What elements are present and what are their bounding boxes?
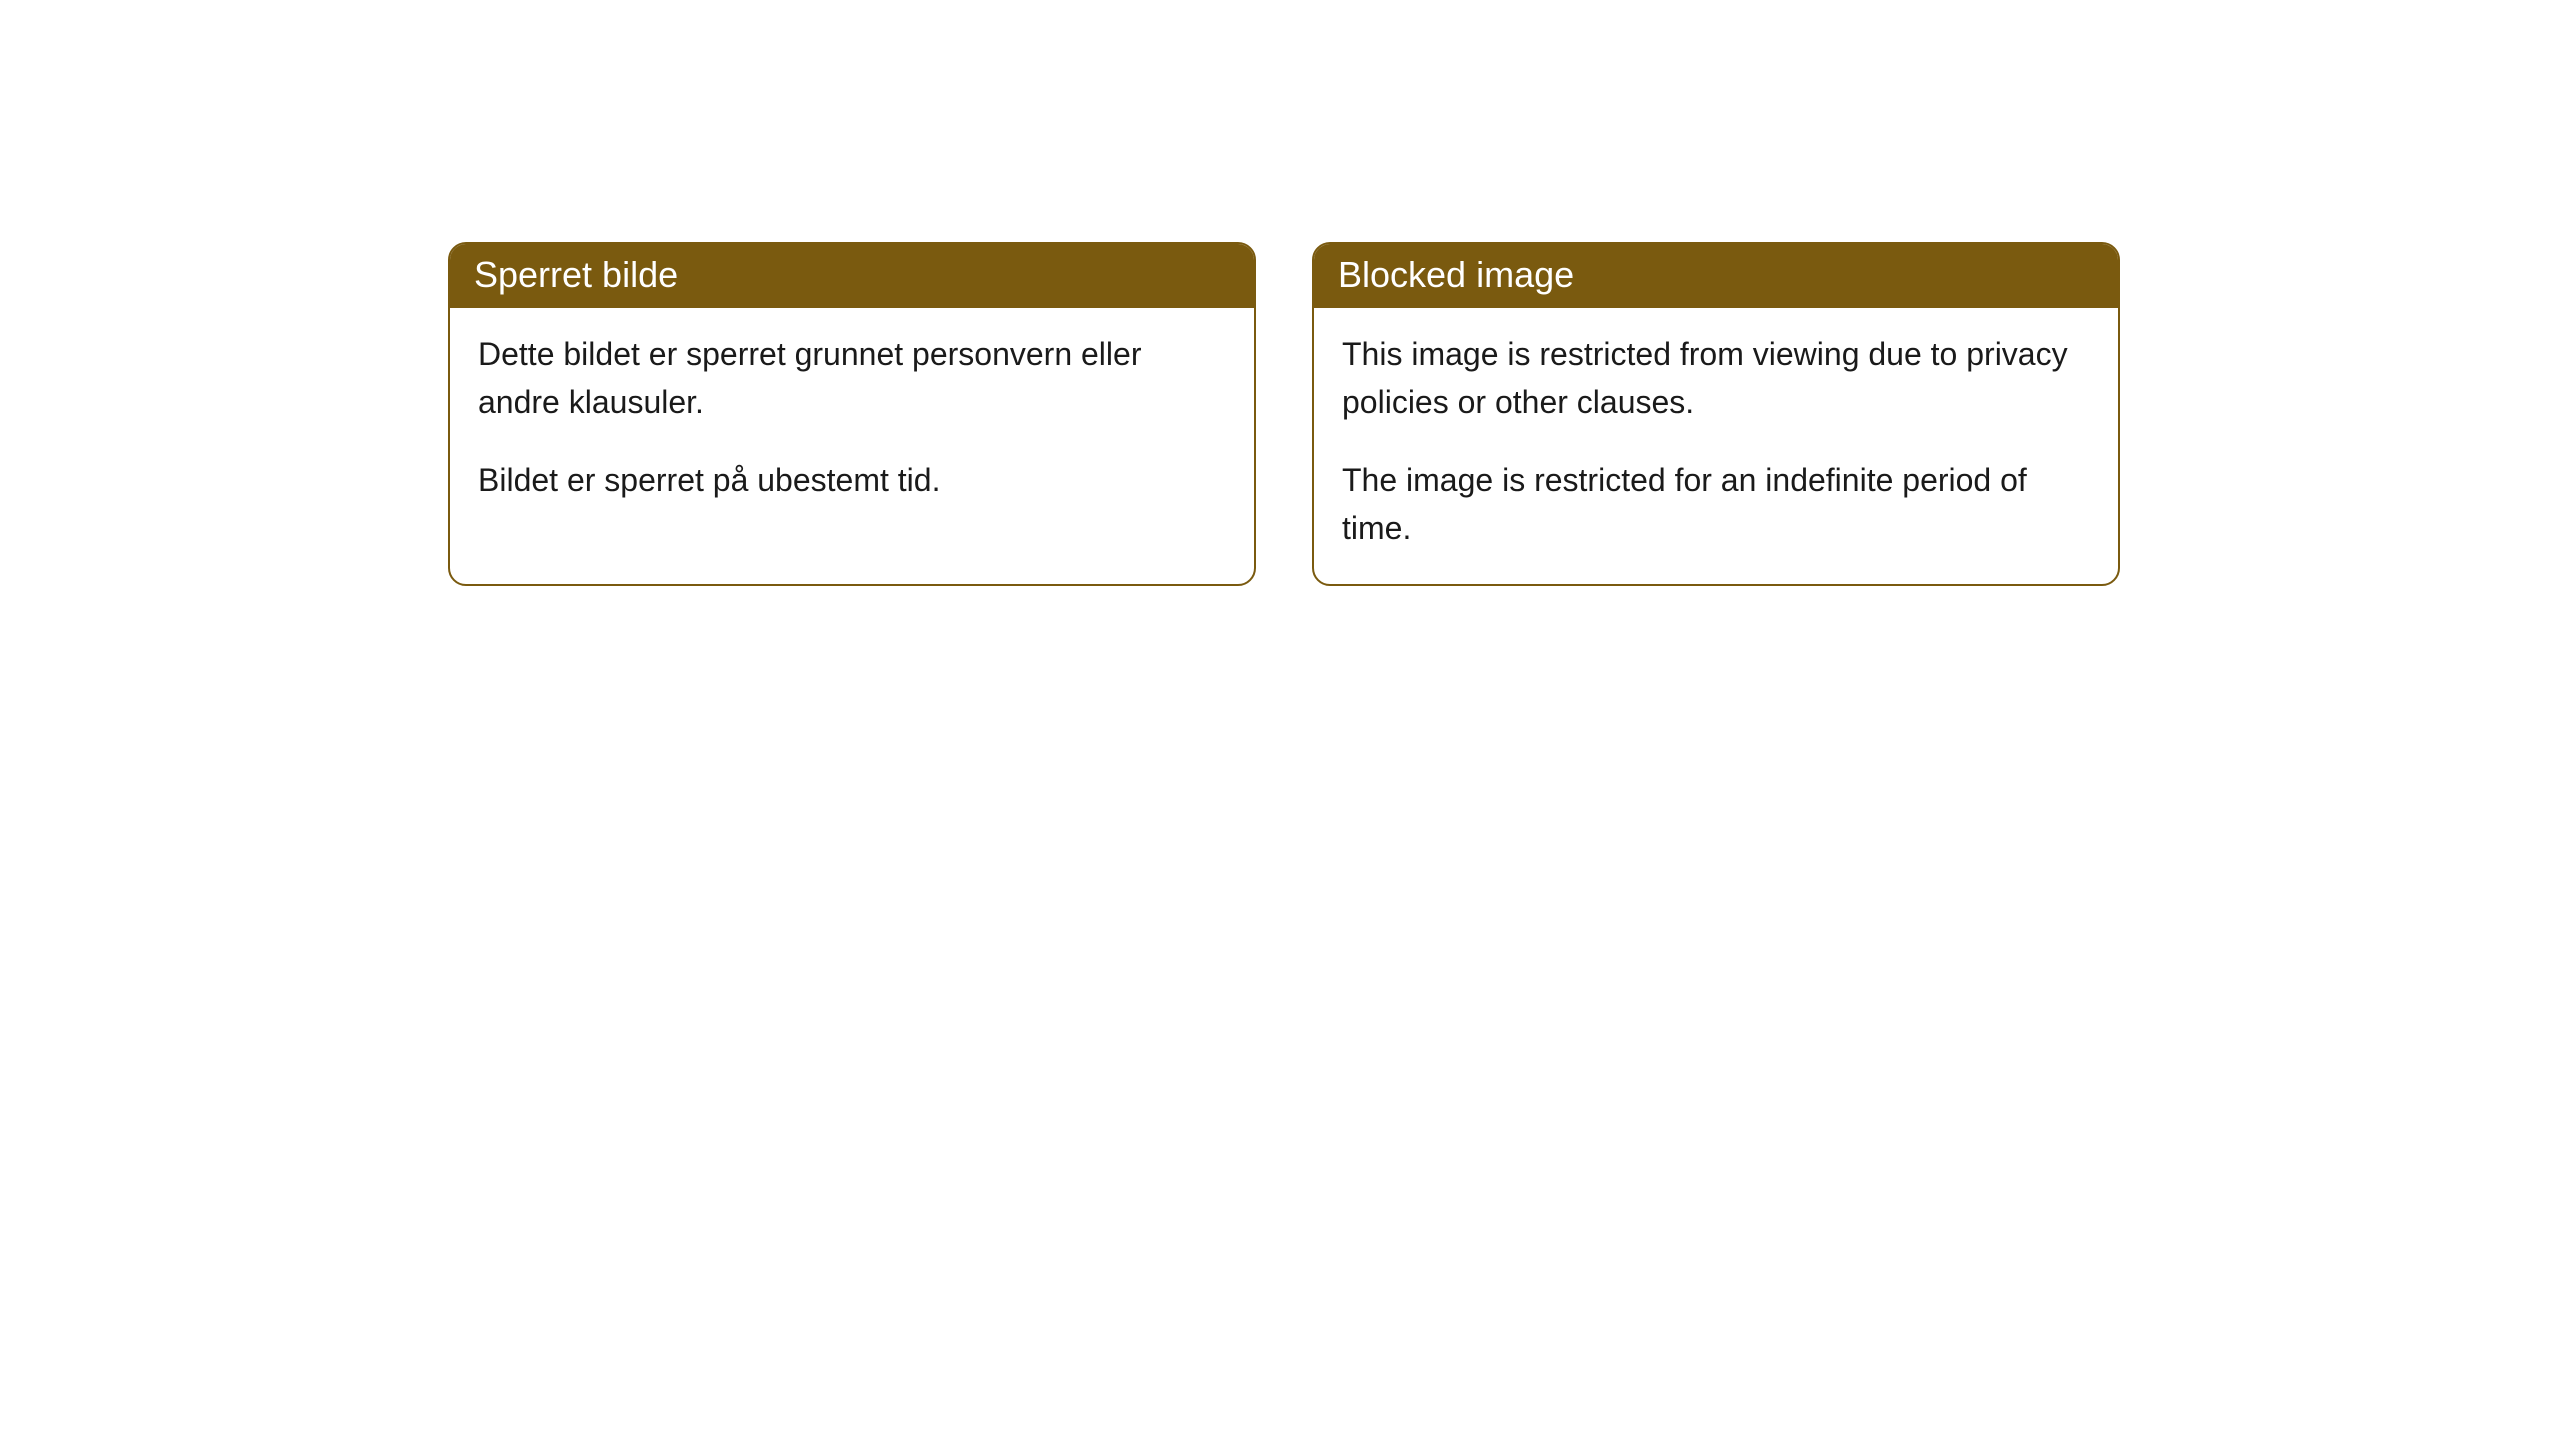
card-paragraph-1: Dette bildet er sperret grunnet personve… bbox=[478, 330, 1226, 426]
card-body-norwegian: Dette bildet er sperret grunnet personve… bbox=[450, 308, 1254, 536]
notice-cards-container: Sperret bilde Dette bildet er sperret gr… bbox=[448, 242, 2560, 586]
card-paragraph-2: The image is restricted for an indefinit… bbox=[1342, 456, 2090, 552]
card-header-english: Blocked image bbox=[1314, 244, 2118, 308]
card-paragraph-1: This image is restricted from viewing du… bbox=[1342, 330, 2090, 426]
card-header-norwegian: Sperret bilde bbox=[450, 244, 1254, 308]
blocked-image-card-english: Blocked image This image is restricted f… bbox=[1312, 242, 2120, 586]
card-title: Blocked image bbox=[1338, 254, 1574, 295]
card-body-english: This image is restricted from viewing du… bbox=[1314, 308, 2118, 584]
card-paragraph-2: Bildet er sperret på ubestemt tid. bbox=[478, 456, 1226, 504]
card-title: Sperret bilde bbox=[474, 254, 678, 295]
blocked-image-card-norwegian: Sperret bilde Dette bildet er sperret gr… bbox=[448, 242, 1256, 586]
